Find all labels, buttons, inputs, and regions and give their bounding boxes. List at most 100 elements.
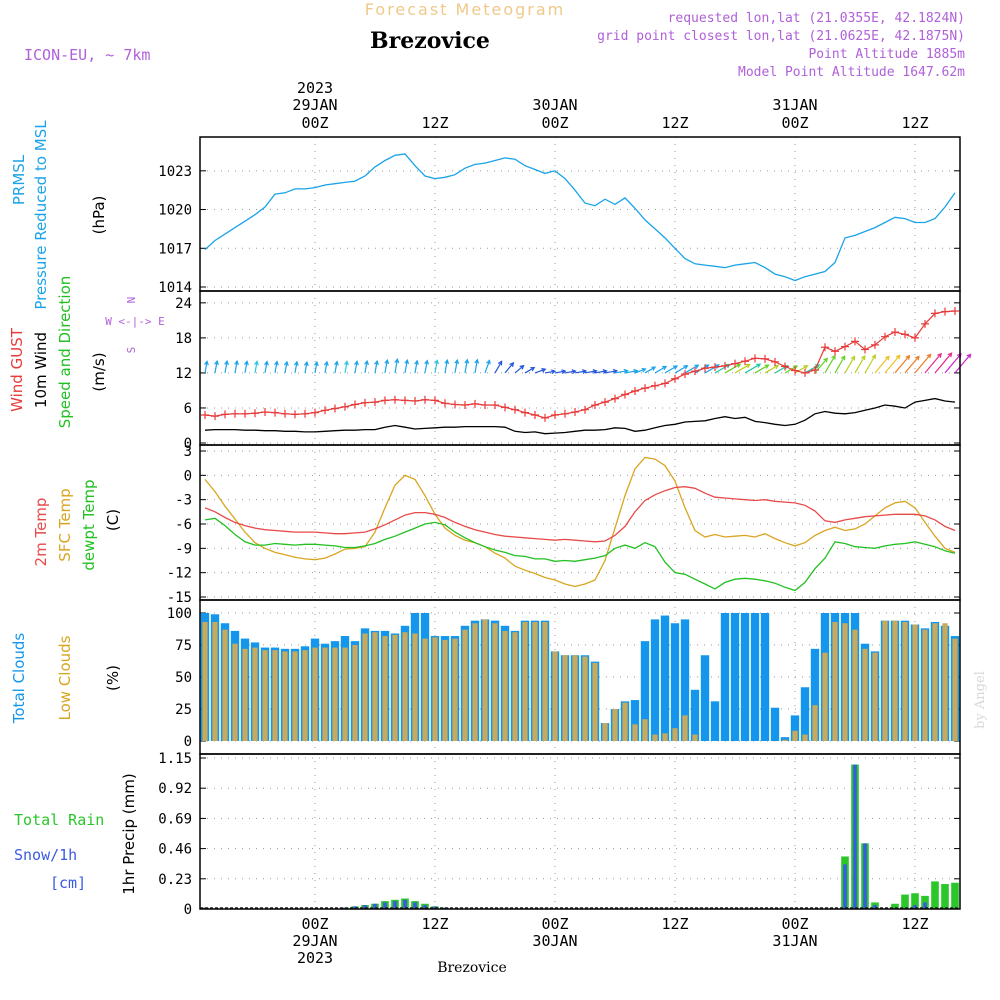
gust-marker: [881, 332, 889, 341]
y-tick-label: 1017: [158, 241, 192, 257]
gust-line: [204, 310, 956, 419]
wind-arrow: [894, 355, 910, 374]
low-cloud-bar: [502, 630, 508, 741]
compass-s: S: [125, 347, 138, 354]
low-cloud-bar: [812, 705, 818, 741]
y-tick-label: 0.46: [158, 842, 192, 858]
gust-marker: [891, 328, 899, 337]
station-name: Brezovice: [370, 28, 490, 54]
wind-arrow-head: [672, 365, 679, 370]
gust-marker: [541, 413, 549, 422]
wind-arrow-head: [464, 358, 470, 364]
y-tick-label: -9: [175, 541, 192, 557]
wind-arrow: [254, 361, 258, 374]
wind-arrow: [234, 361, 238, 374]
y-tick-label: 0: [184, 734, 192, 750]
low-cloud-bar: [882, 620, 888, 741]
gust-marker: [781, 362, 789, 371]
low-cloud-bar: [462, 629, 468, 741]
wind-arrow: [604, 370, 617, 374]
wind-arrow-head: [454, 358, 460, 365]
snow-bar: [423, 905, 427, 909]
total-cloud-bar: [780, 737, 790, 741]
wind-arrow: [664, 365, 678, 374]
bottom-time-label: 00Z: [781, 915, 808, 933]
total-cloud-bar: [730, 613, 740, 741]
top-date-label: 30JAN: [532, 96, 577, 114]
wind-arrow-head: [831, 354, 836, 360]
wind-arrow-head: [823, 357, 829, 363]
low-cloud-bar: [692, 734, 698, 741]
low-cloud-bar: [292, 651, 298, 741]
low-cloud-bar: [522, 621, 528, 741]
gust-marker: [791, 366, 799, 375]
low-cloud-bar: [412, 633, 418, 741]
wind-arrow-head: [764, 364, 770, 369]
top-time-label: 12Z: [901, 114, 928, 132]
low-cloud-bar: [242, 648, 248, 741]
low-cloud-bar: [362, 633, 368, 741]
total-cloud-bar: [630, 700, 640, 741]
y-tick-label: 0: [184, 468, 192, 484]
total-cloud-bar: [680, 619, 690, 741]
top-date-label: 29JAN: [292, 96, 337, 114]
wind-arrow: [524, 367, 535, 374]
gust-marker: [831, 347, 839, 356]
wind-arrow-head: [224, 359, 229, 366]
wind-arrow: [354, 361, 358, 374]
panel-wind: 0 6 12 18 24 Wind GUST 10m Wind Speed and Direc…: [8, 276, 972, 452]
y-tick-label: 0.23: [158, 872, 192, 888]
wind-arrow-head: [641, 367, 647, 373]
wind-arrow: [504, 362, 514, 374]
wind-arrow-head: [602, 369, 608, 374]
wind-arrow-head: [947, 352, 953, 358]
wind-arrow: [394, 359, 398, 374]
wind-arrow-head: [394, 358, 400, 364]
gust-marker: [571, 408, 579, 417]
total-cloud-bar: [640, 641, 650, 741]
gust-marker: [801, 368, 809, 377]
gust-marker: [851, 337, 859, 346]
wind-arrow: [284, 361, 288, 374]
low-cloud-bar: [482, 619, 488, 741]
wind-arrow: [434, 360, 438, 374]
gust-marker: [291, 410, 299, 419]
wind-arrow: [444, 359, 448, 374]
temp2m-line: [204, 486, 956, 543]
bottom-time-label: 12Z: [661, 915, 688, 933]
gust-marker: [331, 404, 339, 413]
gust-marker: [601, 398, 609, 407]
gust-marker: [411, 396, 419, 405]
wind-arrow: [634, 368, 646, 374]
gust-marker: [431, 396, 439, 405]
wind-arrow-head: [414, 359, 419, 365]
wind-arrow: [624, 370, 638, 374]
gust-marker: [931, 309, 939, 318]
wind-arrow-head: [651, 366, 657, 371]
y-tick-label: -12: [167, 566, 192, 582]
wind-arrow: [924, 353, 942, 374]
wind-arrow: [914, 353, 932, 374]
wind-arrow: [944, 353, 962, 374]
wind-arrow: [874, 355, 890, 374]
wind10m-label: 10m Wind: [32, 332, 50, 408]
top-year: 2023: [297, 79, 333, 97]
total-cloud-bar: [700, 655, 710, 741]
total-cloud-bar: [710, 701, 720, 741]
wind-arrow-head: [364, 359, 369, 366]
wind-dir-label: Speed and Direction: [56, 276, 74, 429]
temp2m-label: 2m Temp: [32, 498, 50, 567]
gust-marker: [391, 395, 399, 404]
wind-arrow: [224, 361, 228, 374]
wind-arrow: [844, 356, 856, 374]
wind-arrow-head: [582, 369, 588, 374]
wind-arrow: [614, 370, 628, 374]
pressure-label: Pressure Reduced to MSL: [32, 120, 50, 310]
gust-marker: [921, 319, 929, 328]
low-cloud-bar: [532, 621, 538, 741]
gust-marker: [361, 398, 369, 407]
low-cloud-bar: [932, 623, 938, 741]
total-cloud-bar: [770, 707, 780, 741]
wind-arrow: [684, 364, 699, 374]
low-cloud-bar: [342, 647, 348, 741]
